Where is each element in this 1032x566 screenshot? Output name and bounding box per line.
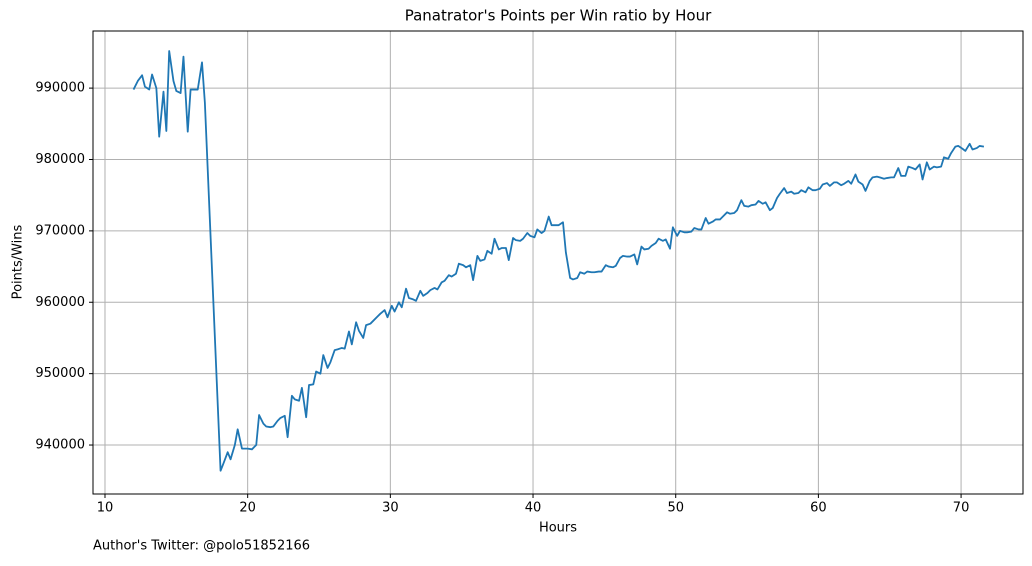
y-tick-label: 970000	[35, 223, 85, 238]
line	[132, 50, 985, 472]
y-tick-label: 940000	[35, 438, 85, 453]
x-axis-label: Hours	[539, 521, 577, 536]
y-tick-label: 980000	[35, 152, 85, 167]
plot-frame	[92, 30, 1024, 495]
footnote: Author's Twitter: @polo51852166	[93, 539, 310, 554]
y-tick-label: 990000	[35, 81, 85, 96]
x-tick-label: 20	[239, 501, 256, 516]
y-tick-label: 960000	[35, 295, 85, 310]
x-tick-label: 10	[97, 501, 114, 516]
x-tick-label: 30	[382, 501, 399, 516]
x-tick-label: 60	[810, 501, 827, 516]
x-tick-label: 40	[525, 501, 542, 516]
y-axis-label: Points/Wins	[11, 224, 26, 299]
chart-title: Panatrator's Points per Win ratio by Hou…	[405, 7, 712, 25]
x-tick-label: 70	[953, 501, 970, 516]
y-tick-label: 950000	[35, 366, 85, 381]
x-tick-label: 50	[667, 501, 684, 516]
